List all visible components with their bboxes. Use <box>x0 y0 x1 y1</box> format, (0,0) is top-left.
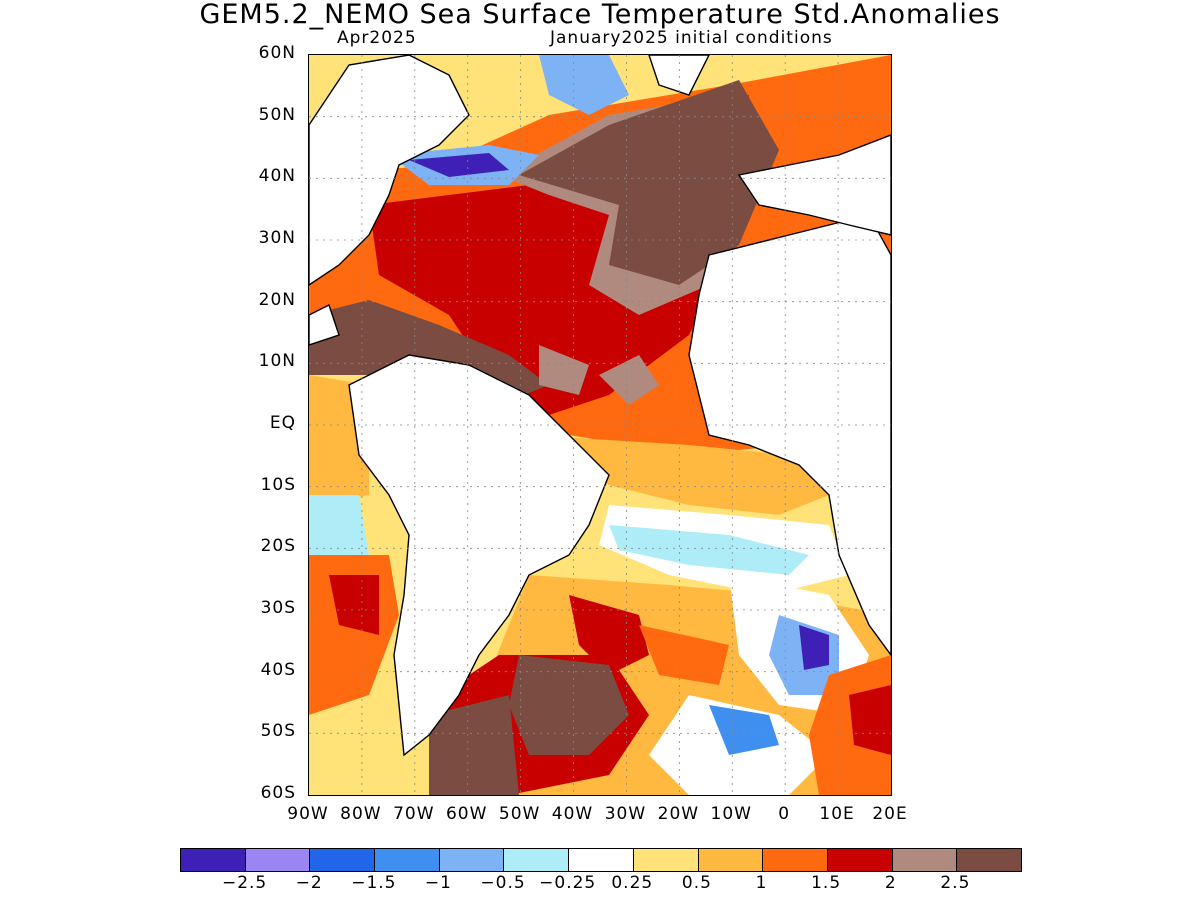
colorbar-label: −0.5 <box>480 873 526 893</box>
lon-label: 30W <box>604 804 647 824</box>
lat-label: 20N <box>258 289 296 310</box>
lon-label: 70W <box>393 804 435 824</box>
colorbar-swatch <box>957 849 1021 871</box>
colorbar-label: −1.5 <box>351 873 397 893</box>
colorbar-swatch <box>633 849 699 871</box>
colorbar-label: −2 <box>295 873 323 893</box>
lon-label: 0 <box>778 804 791 824</box>
land-masses <box>309 55 891 757</box>
colorbar-swatch <box>698 849 764 871</box>
colorbar-swatch <box>569 849 634 871</box>
lat-label: 50N <box>258 104 296 125</box>
colorbar-swatch <box>181 849 246 871</box>
colorbar-swatch <box>504 849 570 871</box>
lat-label: 60N <box>258 43 296 63</box>
colorbar-label: 1.5 <box>811 873 842 893</box>
colorbar-label: 2.5 <box>940 873 971 893</box>
lon-label: 40W <box>551 804 594 824</box>
chart-title: GEM5.2_NEMO Sea Surface Temperature Std.… <box>199 0 1001 30</box>
lon-label: 20E <box>872 804 908 824</box>
lat-label: 30N <box>258 228 296 248</box>
initial-conditions-label: January2025 initial conditions <box>550 28 833 48</box>
lon-label: 80W <box>340 804 382 824</box>
sst-anomaly-map <box>308 54 892 796</box>
map-canvas <box>309 55 891 795</box>
colorbar-swatch <box>827 849 893 871</box>
colorbar-label: 2 <box>884 873 897 893</box>
lat-label: 60S <box>260 783 296 803</box>
lat-label: 20S <box>260 536 296 557</box>
lon-label: 10E <box>819 804 855 824</box>
lon-label: 90W <box>287 804 329 824</box>
lat-label: EQ <box>269 413 296 433</box>
colorbar-label: −0.25 <box>539 873 597 893</box>
lon-label: 20W <box>657 804 700 824</box>
graticule <box>309 55 891 795</box>
colorbar-label: −2.5 <box>221 873 268 893</box>
colorbar-label: 0.5 <box>681 873 712 893</box>
forecast-month-label: Apr2025 <box>337 28 417 48</box>
colorbar-label: −1 <box>424 873 452 893</box>
colorbar-label: 0.25 <box>611 873 654 893</box>
colorbar-swatch <box>375 849 440 871</box>
lat-label: 40S <box>260 659 296 680</box>
lon-label: 60W <box>445 804 488 824</box>
colorbar-label: 1 <box>755 873 768 893</box>
lat-label: 40N <box>258 166 296 187</box>
colorbar-swatch <box>245 849 311 871</box>
lon-label: 10W <box>710 804 752 824</box>
colorbar-swatch <box>439 849 505 871</box>
lat-label: 10S <box>260 474 296 495</box>
colorbar-swatch <box>892 849 958 871</box>
colorbar-swatch <box>763 849 828 871</box>
colorbar-swatch <box>310 849 376 871</box>
lat-label: 50S <box>260 721 296 742</box>
lat-label: 10N <box>258 351 296 372</box>
lon-label: 50W <box>498 804 541 824</box>
colorbar <box>180 848 1022 872</box>
lat-label: 30S <box>260 598 296 618</box>
